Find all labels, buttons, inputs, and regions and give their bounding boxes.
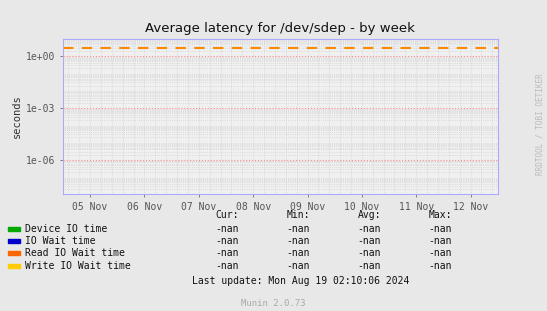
Text: -nan: -nan — [429, 261, 452, 271]
Text: Avg:: Avg: — [358, 210, 381, 220]
Text: -nan: -nan — [216, 261, 238, 271]
Text: Read IO Wait time: Read IO Wait time — [25, 248, 125, 258]
Text: -nan: -nan — [429, 236, 452, 246]
Text: RRDTOOL / TOBI OETIKER: RRDTOOL / TOBI OETIKER — [536, 73, 544, 175]
Y-axis label: seconds: seconds — [11, 95, 22, 138]
Text: -nan: -nan — [287, 236, 310, 246]
Text: -nan: -nan — [358, 261, 381, 271]
Text: Max:: Max: — [429, 210, 452, 220]
Text: -nan: -nan — [358, 224, 381, 234]
Text: Device IO time: Device IO time — [25, 224, 107, 234]
Text: -nan: -nan — [287, 224, 310, 234]
Text: -nan: -nan — [287, 248, 310, 258]
Text: Munin 2.0.73: Munin 2.0.73 — [241, 299, 306, 308]
Text: -nan: -nan — [358, 248, 381, 258]
Text: -nan: -nan — [287, 261, 310, 271]
Text: -nan: -nan — [358, 236, 381, 246]
Text: Write IO Wait time: Write IO Wait time — [25, 261, 130, 271]
Text: -nan: -nan — [216, 248, 238, 258]
Text: Last update: Mon Aug 19 02:10:06 2024: Last update: Mon Aug 19 02:10:06 2024 — [192, 276, 410, 286]
Text: Cur:: Cur: — [216, 210, 238, 220]
Text: -nan: -nan — [216, 236, 238, 246]
Title: Average latency for /dev/sdep - by week: Average latency for /dev/sdep - by week — [146, 22, 415, 35]
Text: Min:: Min: — [287, 210, 310, 220]
Text: -nan: -nan — [429, 224, 452, 234]
Text: -nan: -nan — [216, 224, 238, 234]
Text: IO Wait time: IO Wait time — [25, 236, 95, 246]
Text: -nan: -nan — [429, 248, 452, 258]
